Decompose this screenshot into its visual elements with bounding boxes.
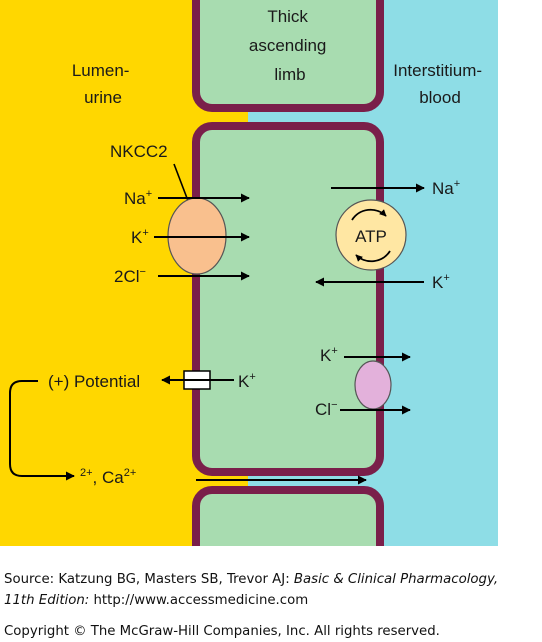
potential-loop-arrow bbox=[9, 380, 75, 481]
kcl-cl-label: Cl− bbox=[315, 399, 338, 419]
atpase-rotation-arrow-top bbox=[351, 208, 387, 221]
atpase-rotation-arrow-bottom bbox=[355, 250, 391, 263]
top-cell bbox=[192, 0, 384, 112]
source-line: Source: Katzung BG, Masters SB, Trevor A… bbox=[4, 572, 499, 587]
copyright-line: Copyright © The McGraw-Hill Companies, I… bbox=[4, 624, 440, 639]
nkcc2-na-label: Na+ bbox=[124, 188, 152, 208]
kcl-cotransporter bbox=[354, 360, 392, 410]
caption-area bbox=[0, 546, 542, 642]
lumen-label: Lumen- urine bbox=[72, 61, 134, 107]
nkcc2-k-label: K+ bbox=[131, 227, 149, 247]
main-cell bbox=[192, 122, 384, 476]
tal-title: Thick ascending limb bbox=[249, 7, 331, 84]
k-channel-label: K+ bbox=[238, 371, 256, 391]
source-url-link[interactable]: http://www.accessmedicine.com bbox=[89, 593, 309, 608]
potential-label: (+) Potential bbox=[48, 372, 140, 391]
atpase-k-label: K+ bbox=[432, 272, 450, 292]
nkcc2-label: NKCC2 bbox=[110, 142, 168, 161]
kcl-k-label: K+ bbox=[320, 345, 338, 365]
mg-ca-label: 2+, Ca2+ bbox=[80, 467, 136, 487]
atp-label: ATP bbox=[355, 227, 387, 246]
atpase-na-label: Na+ bbox=[432, 178, 460, 198]
interstitium-label: Interstitium- blood bbox=[393, 61, 487, 107]
nkcc2-cl-label: 2Cl− bbox=[114, 266, 146, 286]
source-edition-line: 11th Edition: http://www.accessmedicine.… bbox=[4, 593, 309, 608]
